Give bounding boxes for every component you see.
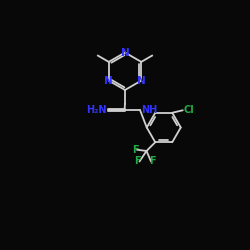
- Text: H₂N: H₂N: [86, 105, 106, 115]
- Text: F: F: [134, 156, 141, 166]
- Text: N: N: [137, 76, 145, 86]
- Text: F: F: [132, 145, 138, 155]
- Text: N: N: [120, 48, 130, 58]
- Text: NH: NH: [141, 105, 158, 115]
- Text: F: F: [150, 156, 156, 166]
- Text: N: N: [104, 76, 113, 86]
- Text: Cl: Cl: [184, 105, 194, 115]
